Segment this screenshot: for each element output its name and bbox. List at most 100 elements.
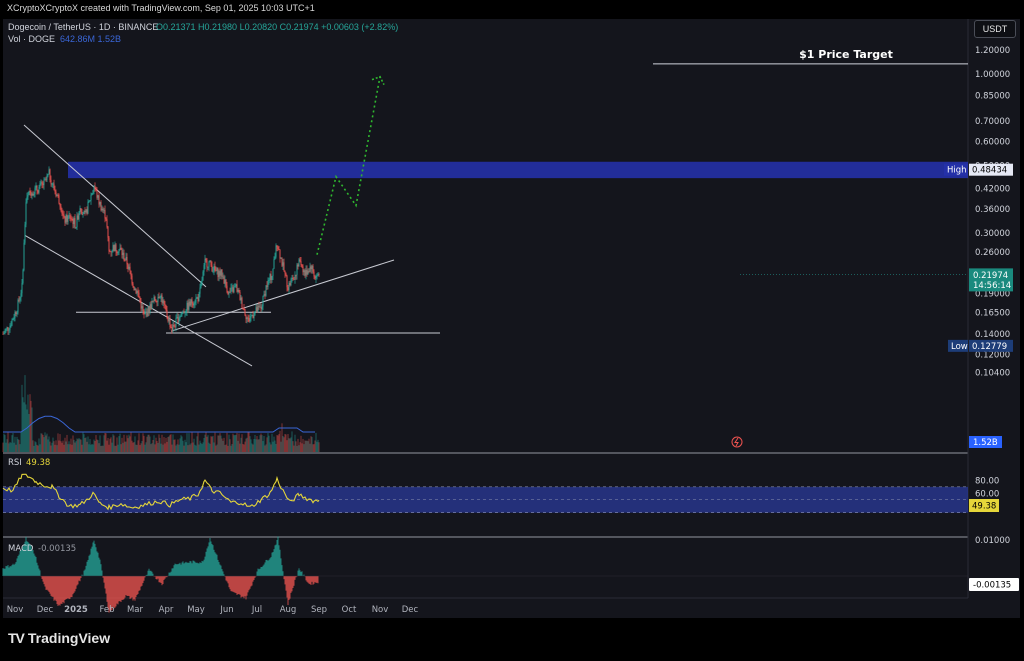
candle-body — [96, 189, 98, 198]
candle-body — [275, 245, 277, 257]
volume-bar — [282, 436, 284, 452]
macd-histogram-bar — [253, 576, 255, 580]
macd-histogram-bar — [143, 576, 145, 581]
volume-bar — [29, 394, 31, 452]
macd-histogram-bar — [155, 576, 157, 580]
candle-body — [99, 201, 101, 205]
currency-button[interactable]: USDT — [974, 20, 1016, 38]
macd-histogram-bar — [211, 543, 213, 576]
candle-body — [248, 318, 250, 322]
macd-histogram-bar — [49, 576, 51, 594]
macd-title: MACD — [8, 544, 34, 554]
macd-histogram-bar — [25, 536, 27, 576]
candle-body — [127, 264, 129, 269]
macd-histogram-bar — [106, 576, 108, 602]
macd-histogram-bar — [202, 561, 204, 576]
volume-bar — [31, 407, 33, 452]
macd-histogram-bar — [4, 568, 6, 576]
macd-histogram-bar — [292, 576, 294, 589]
volume-bar — [302, 438, 304, 452]
macd-histogram-bar — [213, 549, 215, 576]
candle-body — [101, 208, 103, 211]
low-price-tag — [969, 339, 1013, 352]
candle-body — [199, 287, 201, 294]
candle-body — [205, 258, 207, 261]
volume-bar — [303, 444, 305, 452]
candle-body — [133, 286, 135, 290]
candle-body — [134, 288, 136, 290]
volume-bar — [284, 434, 286, 452]
candle-body — [61, 211, 63, 214]
volume-bar — [258, 439, 260, 452]
volume-bar — [285, 434, 287, 452]
volume-bar — [103, 435, 105, 452]
volume-bar — [175, 445, 177, 452]
candle-body — [187, 302, 189, 310]
volume-bar — [3, 433, 5, 452]
candle-body — [250, 315, 252, 319]
time-tick-label: Jun — [219, 605, 233, 615]
volume-bar — [100, 445, 102, 452]
candle-body — [257, 306, 259, 312]
candle-body — [2, 334, 4, 335]
macd-histogram-bar — [206, 548, 208, 576]
volume-bar — [56, 445, 58, 452]
macd-histogram-bar — [27, 541, 29, 576]
macd-histogram-bar — [101, 570, 103, 576]
volume-bar — [157, 442, 159, 452]
candle-body — [200, 283, 202, 288]
volume-bar — [221, 438, 223, 452]
volume-bar — [77, 439, 79, 452]
candle-body — [252, 314, 254, 318]
candle-body — [203, 265, 205, 272]
volume-bar — [126, 435, 128, 452]
candle-body — [216, 268, 218, 271]
volume-bar — [287, 434, 289, 452]
candle-body — [198, 293, 200, 302]
rsi-value-tag-label: 49.38 — [972, 502, 996, 512]
macd-histogram-bar — [2, 568, 4, 576]
volume-bar — [38, 438, 40, 452]
volume-bar — [20, 432, 22, 452]
candle-body — [138, 292, 140, 298]
volume-bar — [109, 438, 111, 452]
macd-histogram-bar — [37, 565, 39, 576]
volume-bar — [155, 437, 157, 452]
macd-histogram-bar — [92, 542, 94, 576]
candle-body — [6, 327, 8, 329]
candle-body — [165, 304, 167, 310]
symbol-title[interactable]: Dogecoin / TetherUS · 1D · BINANCE — [8, 22, 159, 32]
macd-histogram-bar — [137, 576, 139, 594]
candle-body — [256, 307, 258, 312]
volume-bar — [73, 439, 75, 452]
candle-body — [113, 245, 115, 252]
candle-body — [8, 329, 10, 331]
macd-histogram-bar — [48, 576, 50, 592]
volume-bar — [150, 444, 152, 452]
macd-histogram-bar — [78, 576, 80, 581]
volume-bar — [127, 438, 129, 452]
macd-histogram-bar — [140, 576, 142, 587]
macd-histogram-bar — [69, 576, 71, 599]
volume-bar — [247, 432, 249, 452]
macd-histogram-bar — [95, 547, 97, 576]
macd-histogram-bar — [232, 576, 234, 592]
candle-body — [266, 285, 268, 287]
volume-bar — [289, 438, 291, 452]
volume-bar — [306, 440, 308, 452]
chart-credit: XCryptoXCryptoX created with TradingView… — [7, 3, 315, 13]
volume-bar — [193, 438, 195, 452]
candle-body — [154, 297, 156, 301]
macd-histogram-bar — [281, 565, 283, 576]
candle-body — [111, 250, 113, 253]
candle-body — [47, 173, 49, 176]
candle-body — [143, 311, 145, 315]
volume-bar — [142, 433, 144, 452]
volume-bar — [275, 443, 277, 452]
volume-bar — [97, 440, 99, 452]
macd-histogram-bar — [114, 576, 116, 608]
volume-bar — [101, 445, 103, 452]
candle-body — [287, 287, 289, 291]
high-price-tag-label: 0.48434 — [972, 166, 1007, 176]
